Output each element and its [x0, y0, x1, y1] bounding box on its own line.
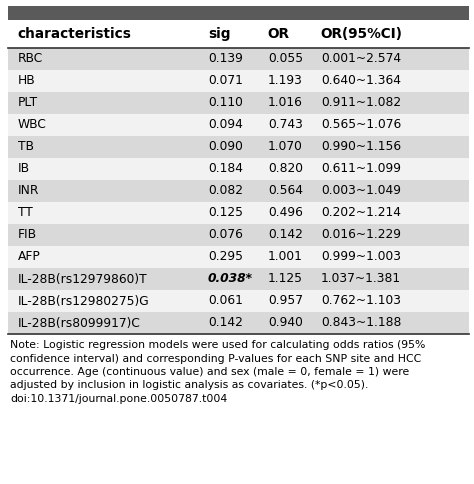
Text: 0.090: 0.090 — [208, 140, 243, 153]
Text: TT: TT — [18, 207, 32, 220]
Text: FIB: FIB — [18, 228, 36, 242]
Text: WBC: WBC — [18, 119, 46, 132]
Text: 0.061: 0.061 — [208, 294, 243, 307]
Text: 1.001: 1.001 — [268, 251, 303, 263]
Text: 0.990~1.156: 0.990~1.156 — [321, 140, 401, 153]
Text: 0.001~2.574: 0.001~2.574 — [321, 52, 401, 65]
Text: 1.070: 1.070 — [268, 140, 303, 153]
Text: 0.762~1.103: 0.762~1.103 — [321, 294, 401, 307]
Text: AFP: AFP — [18, 251, 40, 263]
Text: PLT: PLT — [18, 96, 37, 109]
Text: 0.038*: 0.038* — [208, 272, 253, 286]
Text: OR(95%CI): OR(95%CI) — [321, 27, 403, 41]
Bar — [8, 290, 469, 312]
Text: IL-28B(rs12980275)G: IL-28B(rs12980275)G — [18, 294, 149, 307]
Bar — [8, 6, 469, 20]
Bar — [8, 312, 469, 334]
Text: 1.037~1.381: 1.037~1.381 — [321, 272, 401, 286]
Text: 0.055: 0.055 — [268, 52, 303, 65]
Text: 0.142: 0.142 — [268, 228, 303, 242]
Text: 0.743: 0.743 — [268, 119, 303, 132]
Bar — [8, 224, 469, 246]
Text: 0.003~1.049: 0.003~1.049 — [321, 184, 401, 197]
Text: 0.496: 0.496 — [268, 207, 303, 220]
Text: 0.139: 0.139 — [208, 52, 243, 65]
Bar — [8, 92, 469, 114]
Text: INR: INR — [18, 184, 39, 197]
Text: IL-28B(rs8099917)C: IL-28B(rs8099917)C — [18, 317, 140, 330]
Text: 1.193: 1.193 — [268, 75, 303, 88]
Text: doi:10.1371/journal.pone.0050787.t004: doi:10.1371/journal.pone.0050787.t004 — [10, 394, 227, 404]
Text: 0.843~1.188: 0.843~1.188 — [321, 317, 401, 330]
Text: 0.016~1.229: 0.016~1.229 — [321, 228, 401, 242]
Bar — [8, 20, 469, 48]
Text: 0.564: 0.564 — [268, 184, 303, 197]
Text: 0.142: 0.142 — [208, 317, 243, 330]
Text: 0.125: 0.125 — [208, 207, 243, 220]
Text: characteristics: characteristics — [18, 27, 131, 41]
Bar — [8, 202, 469, 224]
Text: 0.184: 0.184 — [208, 163, 243, 176]
Text: confidence interval) and corresponding P-values for each SNP site and HCC: confidence interval) and corresponding P… — [10, 353, 421, 363]
Text: 0.110: 0.110 — [208, 96, 243, 109]
Text: 0.071: 0.071 — [208, 75, 243, 88]
Bar — [8, 158, 469, 180]
Text: OR: OR — [268, 27, 290, 41]
Text: 0.202~1.214: 0.202~1.214 — [321, 207, 401, 220]
Text: 0.076: 0.076 — [208, 228, 243, 242]
Text: 0.911~1.082: 0.911~1.082 — [321, 96, 401, 109]
Text: 0.640~1.364: 0.640~1.364 — [321, 75, 401, 88]
Text: 1.125: 1.125 — [268, 272, 303, 286]
Text: Note: Logistic regression models were used for calculating odds ratios (95%: Note: Logistic regression models were us… — [10, 340, 425, 350]
Bar — [8, 48, 469, 70]
Text: 1.016: 1.016 — [268, 96, 303, 109]
Text: 0.082: 0.082 — [208, 184, 243, 197]
Text: adjusted by inclusion in logistic analysis as covariates. (*p<0.05).: adjusted by inclusion in logistic analys… — [10, 380, 368, 391]
Bar — [8, 114, 469, 136]
Bar — [8, 180, 469, 202]
Text: IL-28B(rs12979860)T: IL-28B(rs12979860)T — [18, 272, 147, 286]
Text: sig: sig — [208, 27, 230, 41]
Bar — [8, 246, 469, 268]
Text: occurrence. Age (continuous value) and sex (male = 0, female = 1) were: occurrence. Age (continuous value) and s… — [10, 367, 409, 377]
Text: 0.094: 0.094 — [208, 119, 243, 132]
Text: 0.820: 0.820 — [268, 163, 303, 176]
Text: 0.565~1.076: 0.565~1.076 — [321, 119, 401, 132]
Text: HB: HB — [18, 75, 35, 88]
Text: RBC: RBC — [18, 52, 43, 65]
Text: TB: TB — [18, 140, 34, 153]
Bar — [8, 70, 469, 92]
Text: 0.957: 0.957 — [268, 294, 303, 307]
Text: 0.611~1.099: 0.611~1.099 — [321, 163, 401, 176]
Text: 0.940: 0.940 — [268, 317, 303, 330]
Text: 0.295: 0.295 — [208, 251, 243, 263]
Bar — [8, 136, 469, 158]
Text: 0.999~1.003: 0.999~1.003 — [321, 251, 401, 263]
Bar — [8, 268, 469, 290]
Text: IB: IB — [18, 163, 30, 176]
